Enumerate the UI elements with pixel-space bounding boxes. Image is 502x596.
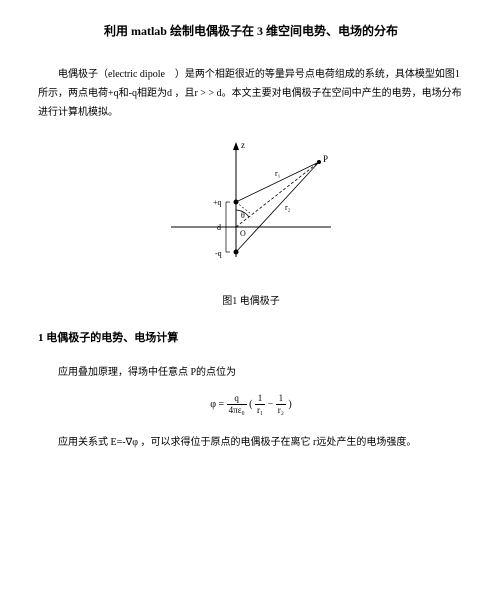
plus-q-label: +q: [213, 198, 222, 207]
minus-q-label: -q: [215, 249, 222, 258]
z-axis-label: z: [241, 140, 245, 150]
frac-coeff: q 4πε₀: [227, 394, 247, 415]
close-paren: ): [288, 399, 291, 410]
page-title: 利用 matlab 绘制电偶极子在 3 维空间电势、电场的分布: [38, 22, 464, 39]
r2-num: 1: [276, 394, 286, 405]
frac-r2: 1 r₂: [276, 394, 286, 415]
r2-label: r₂: [285, 203, 291, 212]
theta-label: θ: [241, 211, 245, 220]
coeff-den: 4πε₀: [227, 405, 247, 415]
p-label: P: [323, 154, 328, 164]
r1-den: r₁: [255, 405, 265, 415]
equals: =: [219, 399, 225, 410]
line-2: 应用关系式 E=-∇φ ，可以求得位于原点的电偶极子在离它 r远处产生的电场强度…: [38, 433, 464, 448]
r1-num: 1: [255, 394, 265, 405]
intro-paragraph: 电偶极子（electric dipole ）是两个相距很近的等量异号点电荷组成的…: [38, 65, 464, 122]
figure-1: z +q -q O d P r₁ r₂: [38, 132, 464, 282]
coeff-num: q: [227, 394, 247, 405]
figure-caption: 图1 电偶极子: [38, 292, 464, 307]
r1-label: r₁: [275, 169, 281, 178]
section-1-heading: 1 电偶极子的电势、电场计算: [38, 329, 464, 345]
minus-sign: −: [268, 399, 274, 410]
open-paren: (: [249, 399, 252, 410]
dipole-diagram: z +q -q O d P r₁ r₂: [151, 132, 351, 282]
r2-den: r₂: [276, 405, 286, 415]
frac-r1: 1 r₁: [255, 394, 265, 415]
formula-phi: φ = q 4πε₀ ( 1 r₁ − 1 r₂ ): [38, 394, 464, 415]
origin-label: O: [240, 229, 246, 238]
phi-symbol: φ: [210, 399, 216, 410]
d-label: d: [217, 223, 221, 232]
line-1: 应用叠加原理，得场中任意点 P的点位为: [38, 363, 464, 378]
